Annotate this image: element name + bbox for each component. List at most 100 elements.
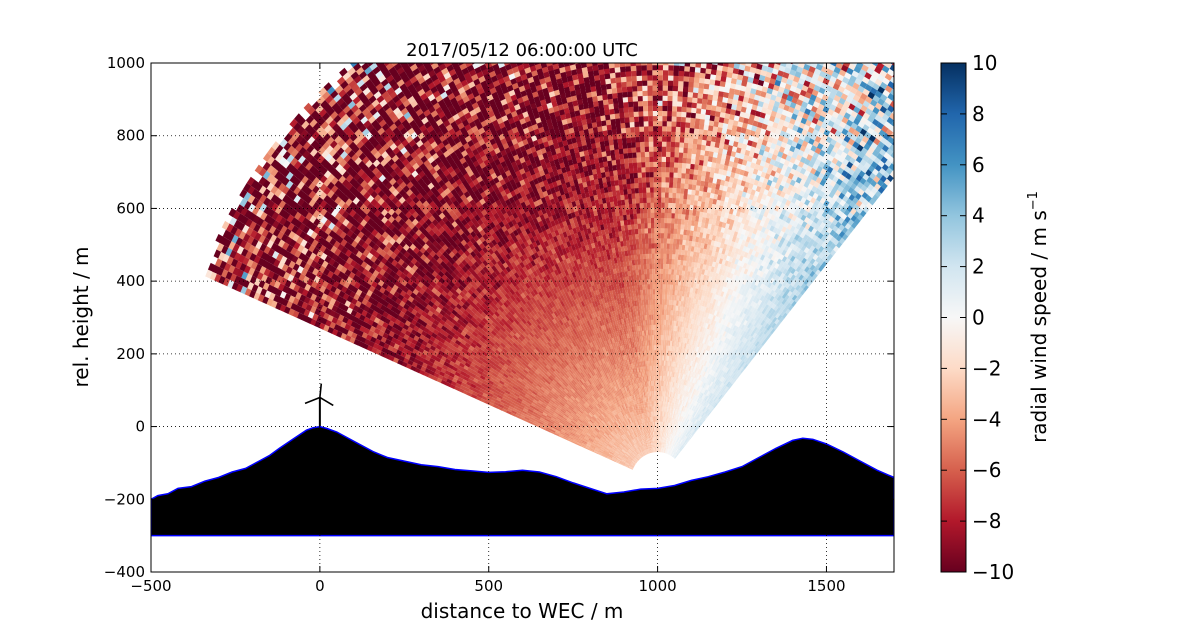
scan-cell: [806, 249, 813, 256]
scan-cell: [772, 273, 778, 280]
scan-cell: [798, 280, 804, 287]
scan-cell: [700, 418, 705, 424]
scan-cell: [785, 0, 793, 5]
scan-cell: [663, 319, 666, 325]
scan-cell: [669, 40, 675, 46]
scan-cell: [689, 427, 694, 433]
scan-cell: [666, 248, 670, 254]
scan-cell: [897, 112, 905, 120]
scan-cell: [925, 103, 933, 111]
scan-cell: [657, 268, 661, 274]
scan-cell: [689, 434, 693, 439]
scan-cell: [678, 213, 682, 220]
scan-cell: [906, 119, 914, 127]
scan-cell: [657, 63, 664, 66]
scan-cell: [674, 447, 678, 453]
scan-cell: [853, 3, 861, 11]
scan-cell: [909, 115, 917, 123]
scan-cell: [671, 116, 677, 122]
scan-cell: [734, 369, 740, 375]
scan-cell: [691, 423, 696, 429]
scan-cell: [681, 25, 687, 31]
scan-cell: [870, 98, 878, 107]
scan-cell: [767, 19, 774, 26]
scan-cell: [804, 253, 810, 260]
scan-cell: [671, 126, 676, 132]
scan-cell: [900, 84, 908, 92]
scan-cell: [681, 111, 687, 118]
scan-cell: [689, 173, 694, 180]
scan-cell: [740, 342, 746, 348]
scan-cell: [829, 9, 837, 17]
scan-cell: [743, 350, 748, 356]
scan-cell: [770, 328, 776, 335]
scan-cell: [670, 223, 675, 229]
scan-cell: [759, 338, 765, 345]
scan-cell: [721, 390, 726, 396]
scan-cell: [679, 445, 684, 451]
scan-cell: [711, 18, 718, 24]
scan-cell: [698, 31, 704, 37]
scan-cell: [792, 288, 798, 295]
scan-cell: [676, 187, 681, 194]
scan-cell: [673, 452, 677, 458]
scan-cell: [665, 171, 670, 178]
scan-cell: [709, 399, 714, 405]
scan-cell: [705, 396, 710, 402]
scan-cell: [763, 309, 769, 316]
scan-cell: [784, 24, 791, 31]
scan-cell: [718, 13, 725, 19]
scan-cell: [714, 397, 719, 403]
scan-cell: [916, 58, 924, 66]
scan-cell: [875, 37, 883, 45]
scan-cell: [891, 109, 894, 115]
scan-cell: [710, 407, 715, 412]
scan-cell: [691, 429, 696, 435]
scan-cell: [785, 270, 791, 277]
scan-cell: [659, 360, 661, 366]
scan-cell: [675, 448, 679, 453]
scan-cell: [701, 1, 708, 7]
scan-cell: [774, 318, 780, 325]
scan-cell: [787, 259, 794, 267]
scan-cell: [821, 248, 828, 255]
scan-cell: [786, 41, 793, 48]
scan-cell: [758, 312, 764, 319]
scan-cell: [671, 451, 675, 457]
scan-cell: [784, 3, 792, 10]
scan-cell: [771, 25, 778, 32]
scan-cell: [918, 123, 926, 131]
scan-cell: [652, 69, 658, 76]
scan-cell: [769, 35, 776, 42]
scan-cell: [690, 429, 695, 434]
scan-cell: [652, 90, 658, 96]
scan-cell: [684, 63, 691, 67]
scan-cell: [722, 30, 729, 36]
scan-cell: [764, 55, 771, 62]
scan-cell: [762, 290, 768, 297]
scan-cell: [665, 283, 668, 290]
scan-cell: [738, 346, 743, 353]
scan-cell: [660, 349, 663, 356]
scan-cell: [661, 161, 666, 168]
scan-cell: [843, 10, 851, 18]
scan-cell: [696, 179, 701, 186]
scan-cell: [669, 35, 675, 41]
scan-cell: [738, 38, 745, 45]
scan-cell: [658, 14, 664, 20]
scan-cell: [821, 0, 829, 2]
scan-cell: [661, 314, 665, 320]
scan-cell: [815, 243, 822, 250]
scan-cell: [672, 197, 676, 204]
scan-cell: [716, 399, 721, 405]
scan-cell: [724, 14, 731, 20]
scan-cell: [680, 446, 685, 451]
scan-cell: [676, 106, 682, 112]
scan-cell: [775, 37, 782, 44]
scan-cell: [809, 251, 816, 259]
scan-cell: [793, 276, 799, 283]
scan-cell: [771, 297, 777, 304]
scan-cell: [658, 0, 664, 4]
scan-cell: [795, 284, 801, 291]
scan-cell: [744, 351, 750, 358]
